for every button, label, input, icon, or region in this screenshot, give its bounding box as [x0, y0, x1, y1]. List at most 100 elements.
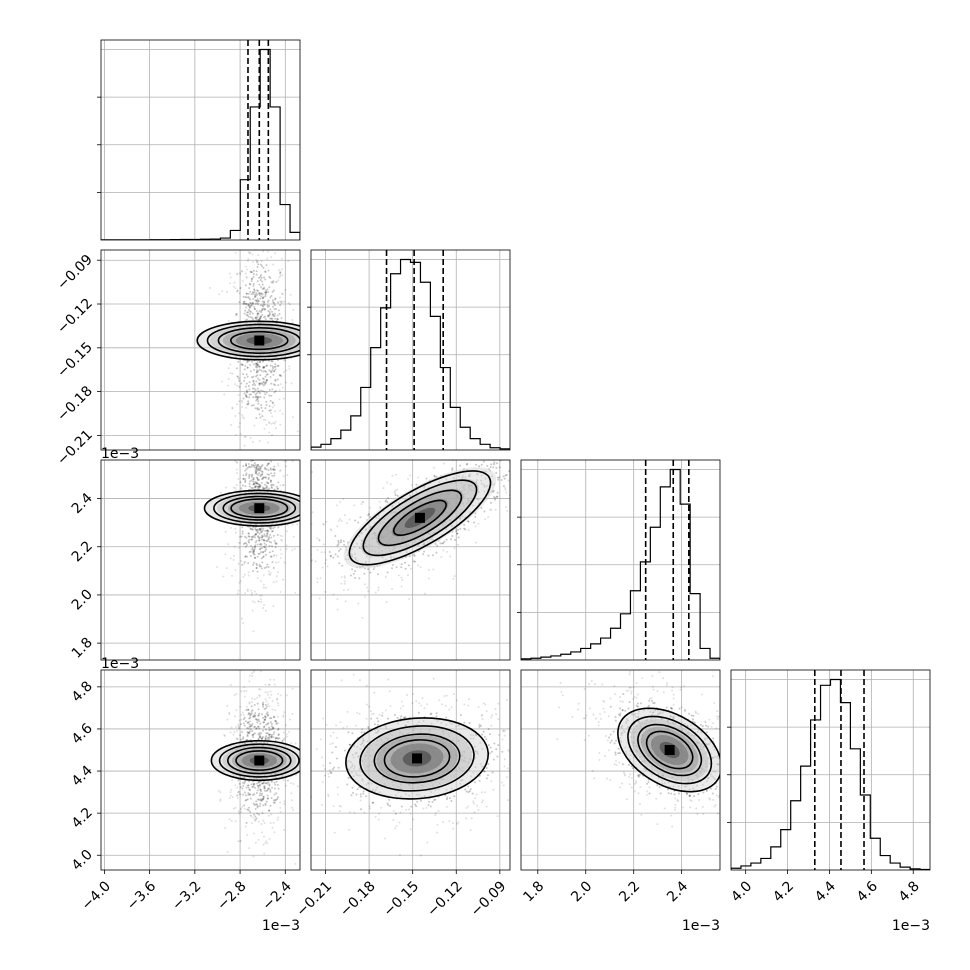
y-axis-4: 4.0 4.2 4.4 4.6 4.8 1e−3	[69, 656, 139, 874]
y-tick-label: −0.15	[54, 339, 96, 381]
y-axis-2: −0.21−0.18−0.15−0.12−0.09	[54, 252, 101, 469]
contour-3	[362, 479, 478, 557]
contour-4	[348, 470, 492, 566]
x-tick-label: −0.21	[293, 878, 335, 920]
contour-1	[230, 498, 289, 519]
y-tick-label: 4.2	[69, 805, 96, 832]
panel-frame	[100, 669, 301, 871]
x-tick-label: −3.2	[169, 878, 204, 913]
y-tick-label: −0.18	[54, 383, 96, 425]
panel-frame	[310, 249, 511, 451]
contour-2	[217, 327, 300, 354]
y-tick-label: 2.2	[69, 538, 96, 565]
density-panel-1-2	[100, 249, 301, 451]
contour-4	[196, 320, 300, 361]
y-tick-label: 2.0	[69, 586, 96, 613]
contour-2	[377, 489, 463, 547]
x-offset-label: 1e−3	[262, 918, 300, 934]
density-panel-1-3	[100, 459, 301, 661]
contour-4	[210, 739, 300, 782]
density-peak	[412, 753, 423, 764]
contours	[348, 470, 492, 566]
x-offset-label: 1e−3	[892, 918, 930, 934]
scatter-points	[209, 250, 300, 450]
x-axis-4: 4.0 4.2 4.4 4.6 4.8 1e−3	[728, 870, 930, 934]
y-tick-label: 1.8	[69, 635, 96, 662]
density-peak	[414, 512, 425, 523]
contours	[345, 717, 490, 800]
contour-1	[235, 750, 284, 771]
x-tick-label: 1.8	[520, 878, 547, 905]
x-tick-label: −2.8	[214, 878, 249, 913]
histogram-step	[521, 468, 720, 660]
grid	[521, 460, 720, 660]
hist-panel-4	[727, 669, 931, 871]
contour-2	[373, 733, 461, 784]
y-tick-label: −0.09	[54, 252, 96, 294]
x-tick-label: −4.0	[79, 878, 114, 913]
contours	[210, 739, 300, 782]
y-tick-label: 4.0	[69, 847, 96, 874]
x-axis-2: −0.21 −0.18 −0.15 −0.12 −0.09	[293, 870, 509, 920]
panel-frame	[730, 669, 931, 871]
density-shading	[343, 467, 497, 569]
contour-3	[359, 725, 475, 792]
grid	[101, 460, 300, 660]
density-shading	[195, 320, 300, 361]
y-tick-label: 2.4	[69, 490, 96, 517]
y-tick-label: 4.6	[69, 720, 96, 747]
grid	[101, 250, 300, 450]
y-offset-label: 1e−3	[101, 446, 139, 462]
contours	[617, 707, 720, 793]
x-axis-3: 1.8 2.0 2.2 2.4 1e−3	[520, 870, 720, 934]
density-panel-3-4	[520, 669, 721, 871]
panel-frame	[520, 669, 721, 871]
panel-frame	[100, 39, 301, 241]
density-panel-1-4	[100, 669, 301, 871]
grid	[311, 250, 510, 450]
density-peak	[664, 745, 675, 755]
contour-2	[637, 723, 703, 777]
hist-panel-3	[517, 459, 721, 661]
panel-frame	[100, 459, 301, 661]
x-tick-label: 4.8	[896, 878, 923, 905]
contour-4	[345, 717, 490, 800]
panel-frame	[310, 459, 511, 661]
x-tick-label: −2.4	[260, 878, 295, 913]
contour-4	[617, 707, 720, 793]
density-panel-2-4	[310, 669, 511, 871]
histogram-step	[311, 258, 510, 450]
contour-2	[222, 495, 297, 521]
y-tick-label: −0.12	[54, 296, 96, 338]
contour-4	[203, 489, 300, 527]
density-peak	[254, 335, 265, 346]
x-tick-label: 4.6	[854, 878, 881, 905]
x-tick-label: −0.15	[381, 878, 423, 920]
x-tick-label: −3.6	[124, 878, 159, 913]
contour-1	[645, 730, 694, 770]
contours	[196, 320, 300, 361]
density-peak	[254, 503, 265, 514]
contour-3	[627, 715, 713, 785]
panel-frame	[100, 249, 301, 451]
x-tick-label: −0.12	[424, 878, 466, 920]
x-axis-1: −4.0 −3.6 −3.2 −2.8 −2.4 1e−3	[79, 870, 300, 934]
contours	[203, 489, 300, 527]
x-tick-label: 2.4	[664, 878, 691, 905]
x-tick-label: 4.0	[728, 878, 755, 905]
x-tick-label: −0.18	[337, 878, 379, 920]
density-panel-2-3	[310, 459, 511, 661]
contour-3	[206, 323, 300, 358]
histogram-step	[731, 678, 930, 870]
contour-2	[227, 746, 292, 775]
contour-1	[230, 330, 289, 351]
y-tick-label: 4.8	[69, 678, 96, 705]
x-tick-label: 2.2	[616, 878, 643, 905]
y-axis-3: 1.8 2.0 2.2 2.4 1e−3	[69, 446, 139, 662]
hist-panel-1	[97, 39, 301, 241]
x-tick-label: 2.0	[568, 878, 595, 905]
density-shading	[345, 717, 489, 799]
contour-1	[392, 499, 447, 536]
panel-frame	[520, 459, 721, 661]
x-tick-label: 4.4	[812, 878, 839, 905]
